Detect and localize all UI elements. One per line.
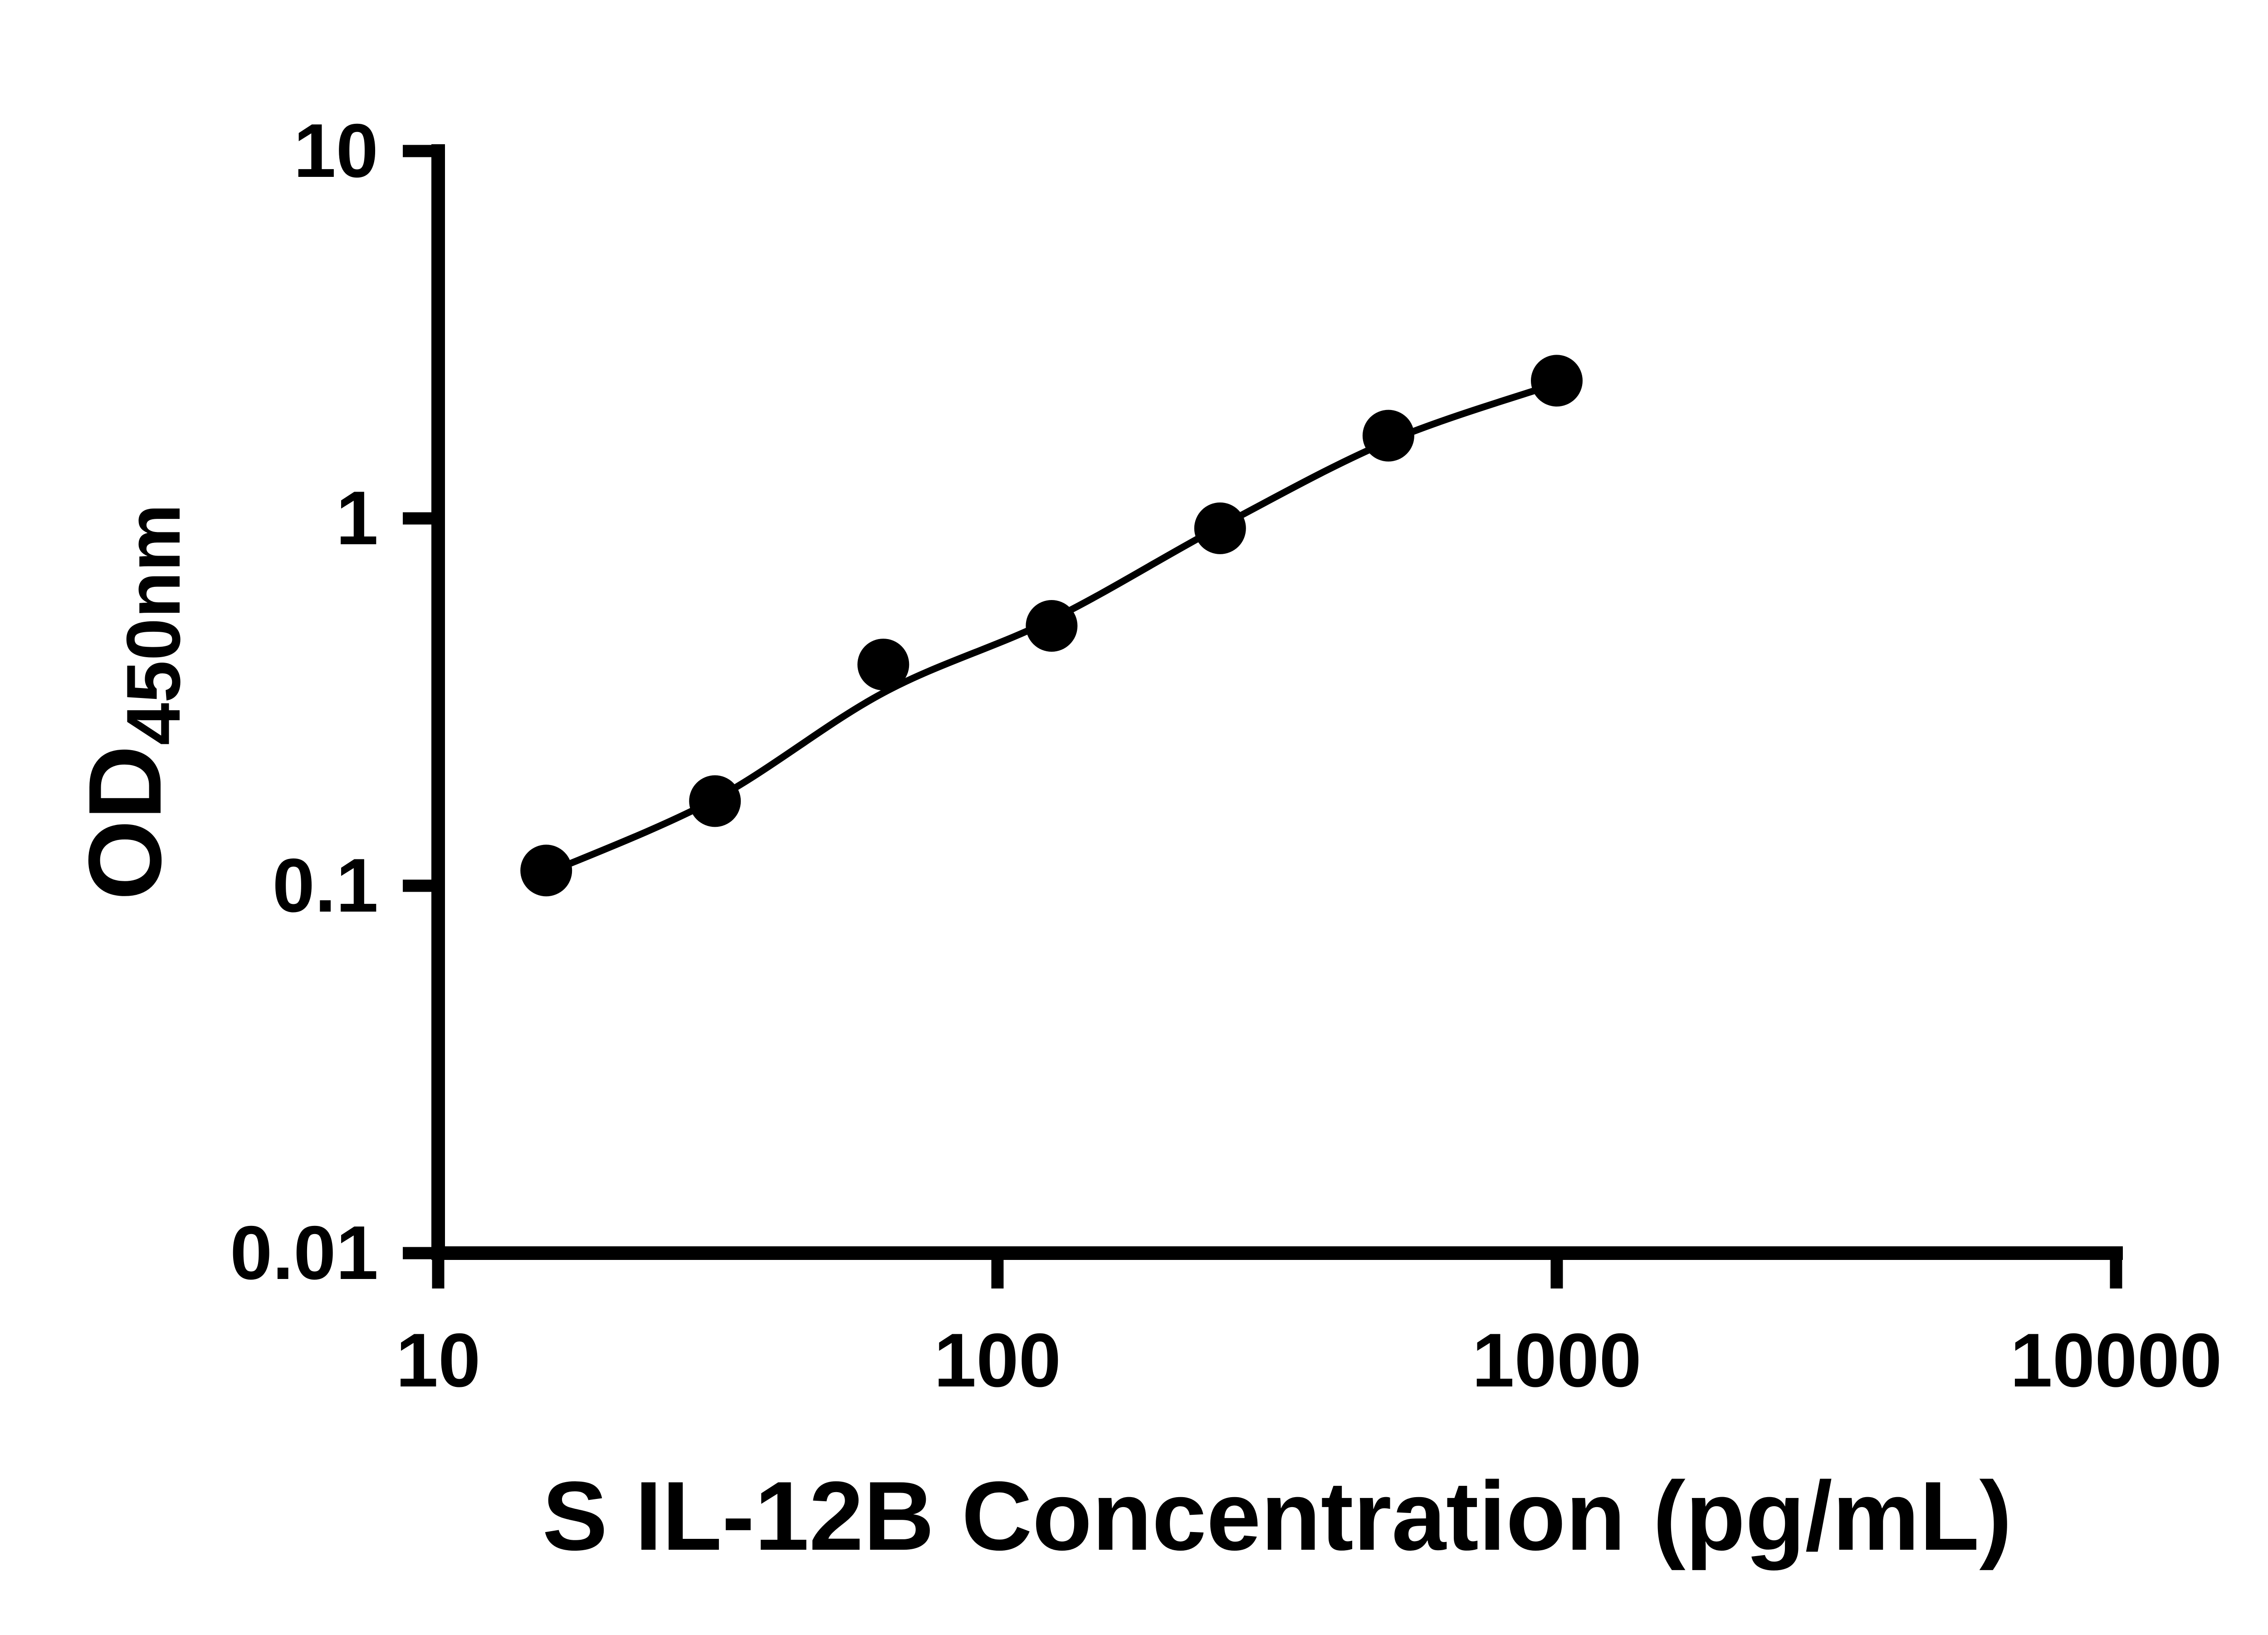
data-point xyxy=(1194,502,1246,554)
data-point xyxy=(520,844,572,897)
y-tick-label: 1 xyxy=(336,475,378,561)
y-axis-title: OD450nm xyxy=(68,504,196,900)
y-tick-label: 0.1 xyxy=(272,843,378,928)
data-point xyxy=(689,775,741,827)
x-axis-title: S IL-12B Concentration (pg/mL) xyxy=(543,1461,2012,1571)
x-tick-label: 1000 xyxy=(1472,1318,1642,1403)
y-tick-label: 10 xyxy=(293,108,378,193)
data-point xyxy=(1026,600,1078,652)
data-point xyxy=(1531,355,1583,407)
data-point xyxy=(857,639,909,691)
y-tick-label: 0.01 xyxy=(230,1210,378,1295)
x-tick-label: 100 xyxy=(934,1318,1061,1403)
data-point xyxy=(1362,410,1414,462)
x-tick-label: 10000 xyxy=(2010,1318,2222,1403)
x-tick-label: 10 xyxy=(396,1318,481,1403)
